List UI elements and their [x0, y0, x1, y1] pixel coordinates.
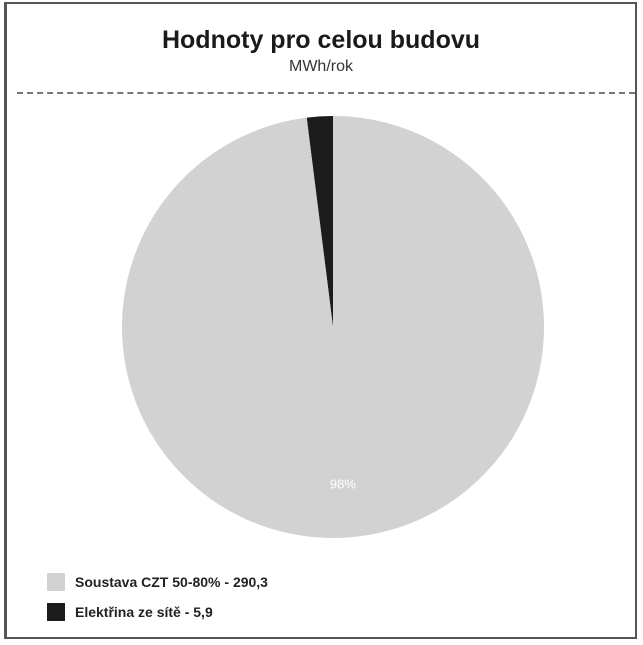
legend-item-soustava-czt: Soustava CZT 50-80% - 290,3 [47, 567, 268, 597]
pie-slices [122, 116, 544, 538]
pie-slice-soustava-czt [122, 116, 544, 538]
legend: Soustava CZT 50-80% - 290,3 Elektřina ze… [47, 567, 268, 627]
pie-slice-elektrina [306, 116, 333, 327]
chart-subtitle: MWh/rok [289, 58, 353, 75]
pie-slice-labels: 98% [330, 476, 356, 491]
legend-item-elektrina: Elektřina ze sítě - 5,9 [47, 597, 268, 627]
legend-label-soustava-czt: Soustava CZT 50-80% - 290,3 [75, 574, 268, 590]
dashed-divider [17, 92, 635, 94]
pie-slice-percent-label: 98% [330, 476, 356, 491]
pie-chart: 98% [122, 116, 544, 538]
legend-label-elektrina: Elektřina ze sítě - 5,9 [75, 604, 213, 620]
chart-title: Hodnoty pro celou budovu [161, 26, 481, 54]
legend-swatch-soustava-czt [47, 573, 65, 591]
legend-swatch-elektrina [47, 603, 65, 621]
chart-frame: Hodnoty pro celou budovu MWh/rok 98% Sou… [4, 2, 637, 639]
